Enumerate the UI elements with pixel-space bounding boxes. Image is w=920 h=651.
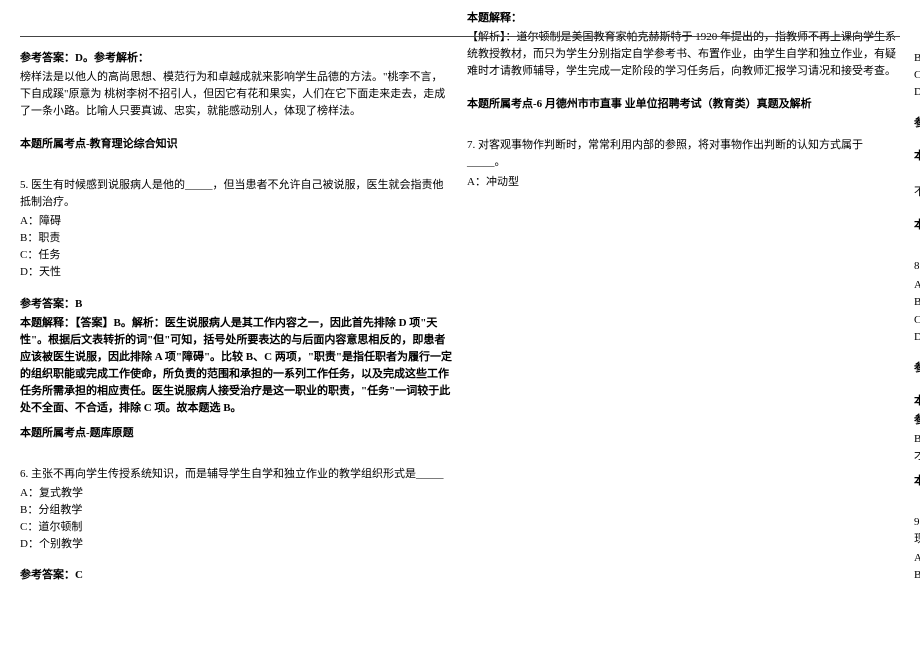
page-top-rule <box>20 36 900 37</box>
page-body: 参考答案：D。参考解析： 榜样法是以他人的高尚思想、模范行为和卓越成就来影响学生… <box>0 0 920 598</box>
q7-option-a: A：冲动型 <box>467 174 900 191</box>
q6-explanation-heading: 本题解释： <box>467 10 900 27</box>
q7-stem: 7. 对客观事物作判断时，常常利用内部的参照，将对事物作出判断的认知方式属于__… <box>467 137 900 171</box>
q8-option-a: A：忠于人民的教育事业 <box>914 277 920 294</box>
q5-explanation: 本题解释：【答案】B。解析：医生说服病人是其工作内容之一，因此首先排除 D 项"… <box>20 315 453 417</box>
q5-option-d: D：天性 <box>20 264 453 281</box>
q8-option-c: C：团结协作 <box>914 312 920 329</box>
q5-answer-label: 参考答案：B <box>20 296 453 313</box>
q6-option-d: D：个别教学 <box>20 536 453 553</box>
q6-option-b: B：分组教学 <box>20 502 453 519</box>
q6-option-c: C：道尔顿制 <box>20 519 453 536</box>
q7-option-c: C：场独立型 <box>914 67 920 84</box>
q9-option-a: A：布鲁纳 <box>914 550 920 567</box>
q6-knowledge-point: 本题所属考点-6 月德州市市直事 业单位招聘考试（教育类）真题及解析 <box>467 96 900 113</box>
q4-explanation: 榜样法是以他人的高尚思想、模范行为和卓越成就来影响学生品德的方法。"桃李不言，下… <box>20 69 453 120</box>
q8-option-d: D：以身作则 <box>914 329 920 346</box>
q7-explanation: 【答案】C 解析：具有场独立方式的学生，对客观事物作判断时，常常利用内部的参照，… <box>914 167 920 201</box>
q7-answer-label: 参考答案：C <box>914 115 920 132</box>
q7-option-b: B：沉思型 <box>914 50 920 67</box>
q4-answer-label: 参考答案：D。参考解析： <box>20 50 453 67</box>
q8-option-b: B：热爱学生 <box>914 294 920 311</box>
q6-stem: 6. 主张不再向学生传授系统知识，而是辅导学生自学和独立作业的教学组织形式是__… <box>20 466 453 483</box>
q8-knowledge-point: 本题所属考点-辽宁省锦州市教师招聘考试教育理论综合知识真题及解析 <box>914 473 920 490</box>
q8-answer-label: 参考答案：B <box>914 360 920 377</box>
q4-knowledge-point: 本题所属考点-教育理论综合知识 <box>20 136 453 153</box>
q5-option-c: C：任务 <box>20 247 453 264</box>
q7-explanation-heading: 本题解释： <box>914 148 920 165</box>
q5-stem: 5. 医生有时候感到说服病人是他的_____，但当患者不允许自己被说服，医生就会… <box>20 177 453 211</box>
q7-knowledge-point: 本题所属考点-教育理论综合知识 <box>914 217 920 234</box>
q6-option-a: A：复式教学 <box>20 485 453 502</box>
q8-explanation-ans: 参考答案：B 参考解析： <box>914 412 920 429</box>
q9-stem: 9. 多元智力理论认为 每个学生都在不同程度上拥有九种基本智力，智力之间的不同组… <box>914 514 920 548</box>
q9-option-b: B：赞科夫 <box>914 567 920 584</box>
q6-answer-label: 参考答案：C <box>20 567 453 584</box>
q8-stem: 8. 教师职业道德的核心是_____。 <box>914 258 920 275</box>
q8-explanation-heading: 本题解释： <box>914 393 920 410</box>
q5-option-a: A：障碍 <box>20 213 453 230</box>
q5-knowledge-point: 本题所属考点-题库原题 <box>20 425 453 442</box>
q5-option-b: B：职责 <box>20 230 453 247</box>
q8-explanation: B[解析]作为教育工作者，其职业道德的核心是热爱学生，只有这样才能搞好自己的工作… <box>914 431 920 465</box>
q7-option-d: D：场依存型 <box>914 84 920 101</box>
